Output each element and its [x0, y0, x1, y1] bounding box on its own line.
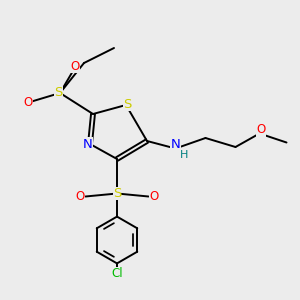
Text: N: N: [83, 137, 92, 151]
Text: S: S: [123, 98, 132, 111]
Text: H: H: [180, 150, 188, 160]
Text: N: N: [171, 138, 180, 152]
Text: O: O: [70, 59, 80, 73]
Text: O: O: [24, 95, 33, 109]
Text: O: O: [256, 123, 266, 136]
Text: Cl: Cl: [111, 267, 123, 280]
Text: O: O: [149, 190, 158, 203]
Text: O: O: [76, 190, 85, 203]
Text: S: S: [54, 86, 63, 100]
Text: S: S: [113, 187, 121, 200]
